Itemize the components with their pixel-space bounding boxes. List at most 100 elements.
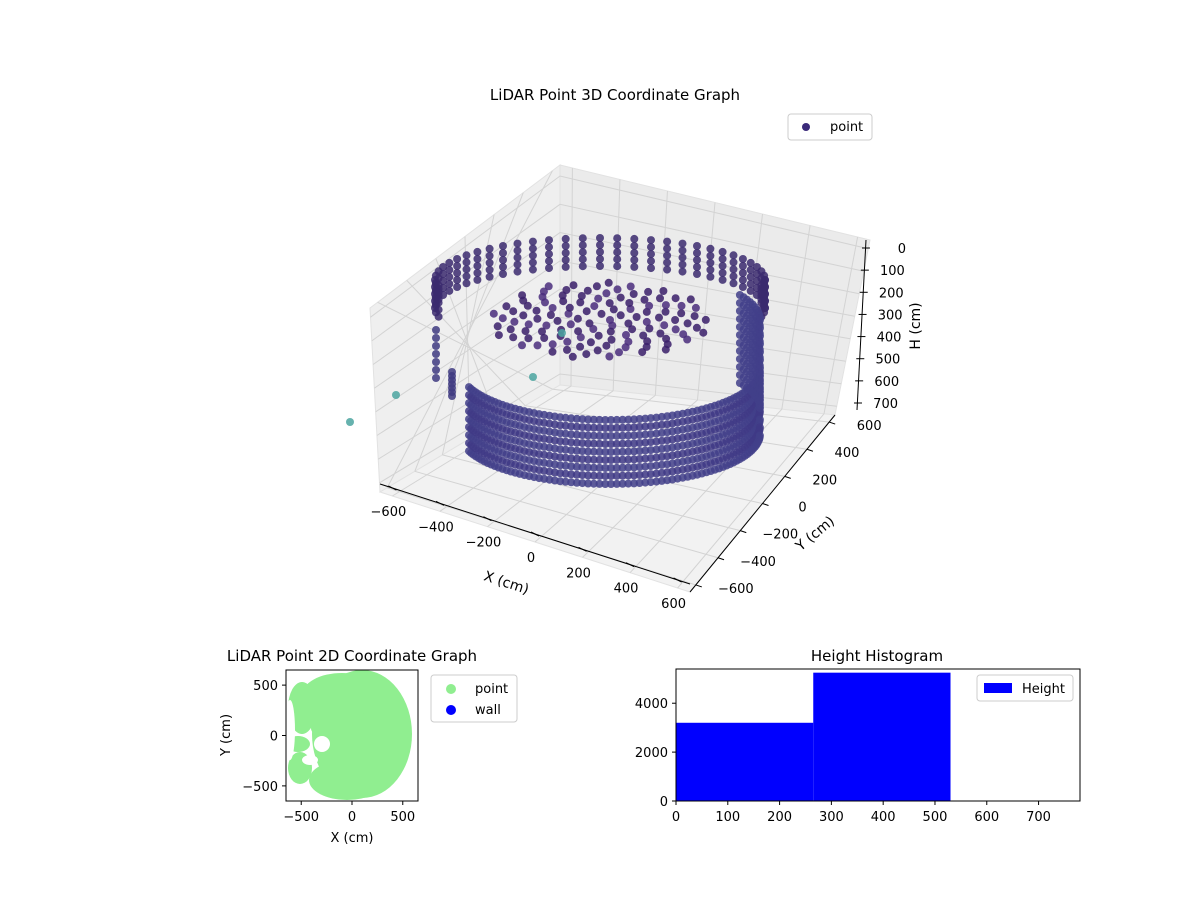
x-tick-mark-3d (673, 577, 682, 583)
cloud-back-point (761, 304, 769, 312)
cloud-inner-point (559, 297, 568, 306)
x-tick-label-3d: 600 (661, 597, 686, 612)
grid-line-x-wall (612, 179, 621, 391)
cloud-back-point (545, 264, 553, 273)
cloud-front-point (589, 463, 598, 472)
y-tick-mark-3d (740, 530, 747, 534)
x-ticks-3d: −600 −400 −200 0 200 400 600 (371, 485, 686, 612)
cloud-front-point (635, 423, 644, 431)
cloud-front-point (735, 347, 744, 355)
y-tick-label-3d: 200 (812, 473, 837, 488)
cloud-front-point (618, 447, 627, 456)
cloud-inner-point (493, 322, 502, 331)
cloud-inner-point (605, 352, 614, 361)
cloud-back-point (528, 251, 537, 260)
cloud-back-point (746, 265, 755, 274)
cloud-front-point (618, 423, 627, 432)
cloud-back-point (462, 279, 471, 288)
cloud-front-point (735, 307, 744, 315)
z-tick-label-3d: 100 (880, 264, 905, 279)
cloud-front-point (618, 431, 627, 440)
cloud-front-point (607, 472, 615, 480)
cloud-back-point (561, 234, 570, 243)
legend-2d-marker-point (446, 684, 456, 694)
cloud-inner-point (509, 333, 518, 342)
cloud-inner-point (622, 331, 630, 339)
cloud-inner-point (671, 294, 680, 303)
cloud-inner-point (574, 327, 583, 336)
legend-2d: point wall (430, 674, 518, 723)
grid-line-z (370, 175, 869, 318)
cloud-back-point (663, 244, 672, 253)
cloud-front-point (601, 416, 610, 424)
histogram-frame (675, 668, 1081, 802)
cloud-inner-point (553, 316, 562, 325)
hist-x-tick-label: 400 (871, 810, 896, 825)
cloud-front-point (601, 472, 610, 480)
cloud-back-point (613, 262, 622, 271)
cloud-front-point (735, 363, 744, 371)
cloud-point (432, 326, 440, 334)
histogram-ticks: 0 100 200 300 400 500 600 700 0 2000 4000 (635, 697, 1051, 825)
z-tick-label-3d: 700 (873, 397, 898, 412)
point-cloud (346, 234, 769, 488)
cloud-back-point (453, 255, 462, 263)
cloud-inner-point (533, 314, 542, 323)
cloud-back-point (445, 286, 454, 295)
y-tick-mark-3d (762, 503, 769, 506)
cloud-inner-point (692, 323, 701, 332)
cloud-back-point (630, 248, 639, 257)
cloud-back-point (462, 258, 471, 267)
cloud-inner-point (677, 309, 686, 318)
cloud-front-point (601, 440, 610, 448)
cloud-inner-point (573, 314, 582, 323)
x-tick-label-2d: 500 (390, 810, 415, 825)
cloud-inner-point (532, 306, 541, 315)
hist-y-tick-label: 4000 (635, 697, 668, 712)
cloud-front-point (607, 456, 615, 464)
cloud-inner-point (569, 281, 578, 290)
cloud-inner-point (629, 290, 638, 298)
cloud-back-point (630, 255, 639, 264)
cloud-back-point (729, 272, 738, 281)
point-mass-left (288, 682, 316, 734)
cloud-front-point (624, 463, 633, 472)
cloud-back-point (718, 254, 727, 263)
x-tick-label-3d: 0 (527, 551, 535, 566)
legend-2d-marker-wall (446, 705, 456, 715)
cloud-back-point (718, 247, 727, 256)
cloud-inner-point (568, 352, 577, 361)
cloud-back-point (729, 279, 738, 288)
cloud-inner-point (604, 278, 613, 287)
cloud-front-point (612, 415, 621, 424)
cloud-inner-point (645, 301, 654, 310)
x-tick-label-3d: 400 (614, 582, 639, 597)
cloud-back-point (473, 247, 482, 256)
cloud-front-point (584, 447, 593, 456)
cloud-back-point (678, 239, 687, 248)
cloud-inner-point (590, 302, 599, 311)
cloud-back-point (647, 257, 655, 266)
cloud-back-point (761, 290, 769, 298)
y-axis-label-3d: Y (cm) (792, 513, 838, 555)
y-tick-label-2d: 500 (253, 679, 278, 694)
y-tick-label-3d: −400 (740, 555, 776, 570)
cloud-inner-point (656, 294, 664, 303)
chart-histogram: Height Histogram 0 100 200 300 400 500 600 7000… (635, 647, 1081, 825)
cloud-inner-point (621, 343, 630, 352)
cloud-inner-point (544, 282, 553, 291)
cloud-inner-point (519, 311, 528, 320)
cloud-inner-point (607, 335, 616, 344)
cloud-inner-point (602, 289, 611, 298)
cloud-front-point (595, 479, 604, 488)
cloud-inner-point (523, 301, 532, 310)
y-tick-label-3d: −200 (762, 528, 798, 543)
y-tick-mark-3d (784, 475, 791, 479)
cloud-inner-point (546, 311, 555, 319)
cloud-front-point (578, 423, 587, 432)
cloud-inner-point (671, 316, 680, 324)
cloud-inner-point (683, 335, 692, 344)
cloud-front-point (578, 479, 587, 488)
cloud-back-point (473, 254, 482, 263)
